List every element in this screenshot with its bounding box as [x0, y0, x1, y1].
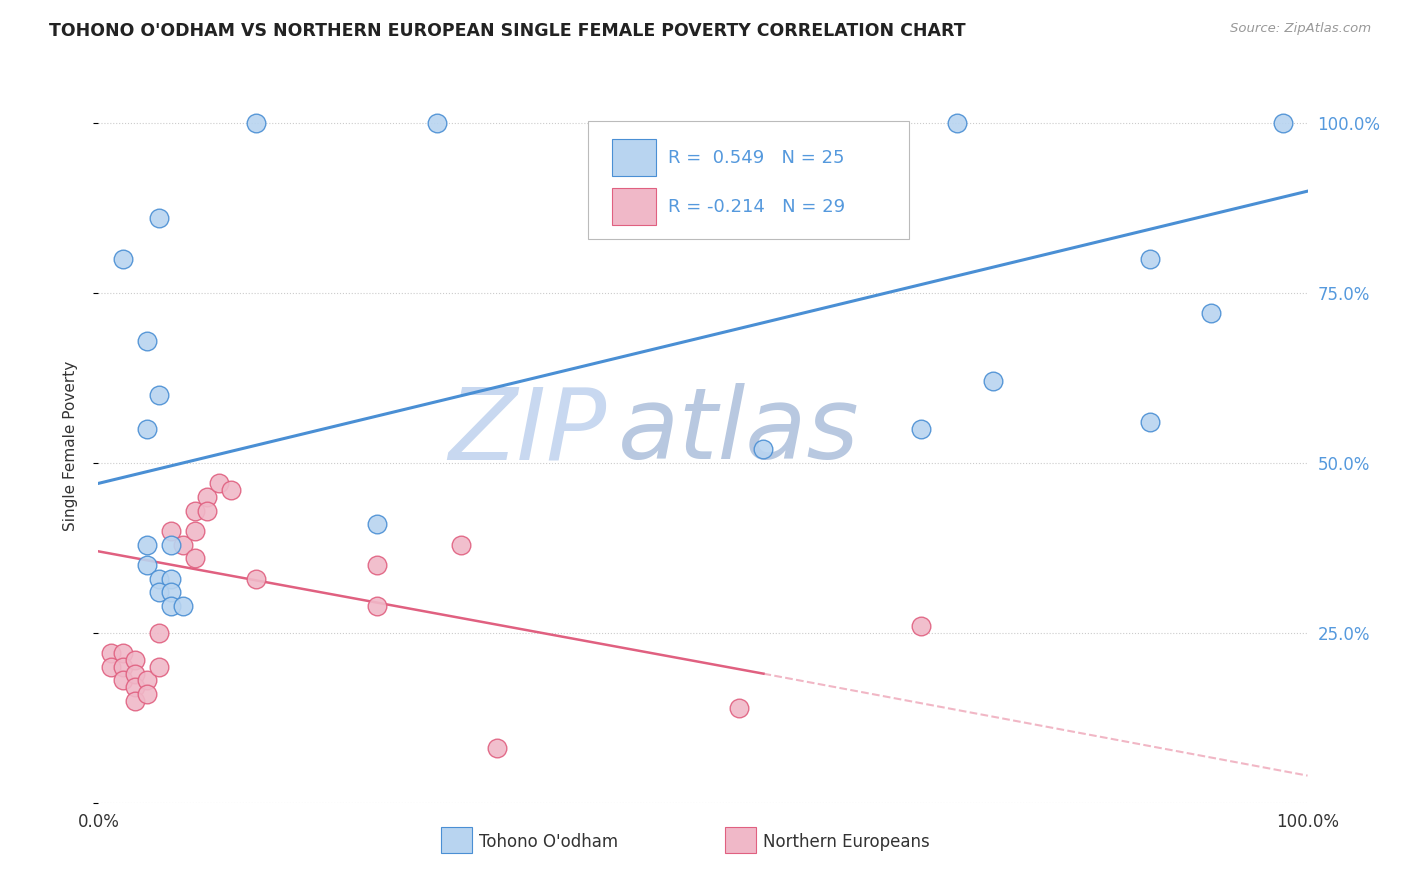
Point: [910, 422, 932, 436]
Point: [426, 116, 449, 130]
Point: [366, 599, 388, 613]
Point: [946, 116, 969, 130]
Point: [366, 517, 388, 532]
Point: [111, 660, 134, 674]
FancyBboxPatch shape: [588, 121, 908, 239]
FancyBboxPatch shape: [613, 139, 655, 177]
Point: [1139, 415, 1161, 429]
Point: [160, 599, 183, 613]
Point: [910, 619, 932, 633]
Point: [486, 741, 509, 756]
Point: [111, 673, 134, 688]
Point: [160, 524, 183, 538]
Point: [450, 537, 472, 551]
Point: [1272, 116, 1295, 130]
Point: [208, 476, 231, 491]
Point: [135, 558, 157, 572]
FancyBboxPatch shape: [440, 827, 472, 853]
Point: [981, 375, 1004, 389]
Point: [124, 680, 146, 694]
Point: [111, 646, 134, 660]
Text: R = -0.214   N = 29: R = -0.214 N = 29: [668, 197, 845, 216]
Text: atlas: atlas: [619, 384, 860, 480]
Point: [148, 585, 170, 599]
Point: [221, 483, 243, 498]
Point: [135, 422, 157, 436]
Point: [148, 211, 170, 226]
FancyBboxPatch shape: [724, 827, 756, 853]
Point: [160, 572, 183, 586]
Point: [100, 646, 122, 660]
Point: [124, 666, 146, 681]
Point: [148, 388, 170, 402]
Point: [160, 585, 183, 599]
Point: [184, 524, 207, 538]
Point: [245, 116, 267, 130]
Point: [111, 252, 134, 266]
Point: [1199, 306, 1222, 320]
Point: [1139, 252, 1161, 266]
Point: [160, 537, 183, 551]
Y-axis label: Single Female Poverty: Single Female Poverty: [63, 361, 77, 531]
Point: [184, 503, 207, 517]
Point: [124, 694, 146, 708]
Point: [148, 660, 170, 674]
Point: [148, 572, 170, 586]
FancyBboxPatch shape: [613, 188, 655, 225]
Point: [124, 653, 146, 667]
Point: [172, 599, 194, 613]
Point: [100, 660, 122, 674]
Point: [752, 442, 775, 457]
Text: Source: ZipAtlas.com: Source: ZipAtlas.com: [1230, 22, 1371, 36]
Point: [172, 537, 194, 551]
Text: TOHONO O'ODHAM VS NORTHERN EUROPEAN SINGLE FEMALE POVERTY CORRELATION CHART: TOHONO O'ODHAM VS NORTHERN EUROPEAN SING…: [49, 22, 966, 40]
Point: [195, 490, 218, 504]
Point: [135, 537, 157, 551]
Point: [184, 551, 207, 566]
Point: [245, 572, 267, 586]
Point: [135, 687, 157, 701]
Text: Tohono O'odham: Tohono O'odham: [479, 833, 619, 851]
Point: [366, 558, 388, 572]
Point: [195, 503, 218, 517]
Text: R =  0.549   N = 25: R = 0.549 N = 25: [668, 149, 845, 167]
Point: [135, 673, 157, 688]
Point: [135, 334, 157, 348]
Point: [148, 626, 170, 640]
Point: [728, 700, 751, 714]
Text: ZIP: ZIP: [449, 384, 606, 480]
Text: Northern Europeans: Northern Europeans: [763, 833, 931, 851]
